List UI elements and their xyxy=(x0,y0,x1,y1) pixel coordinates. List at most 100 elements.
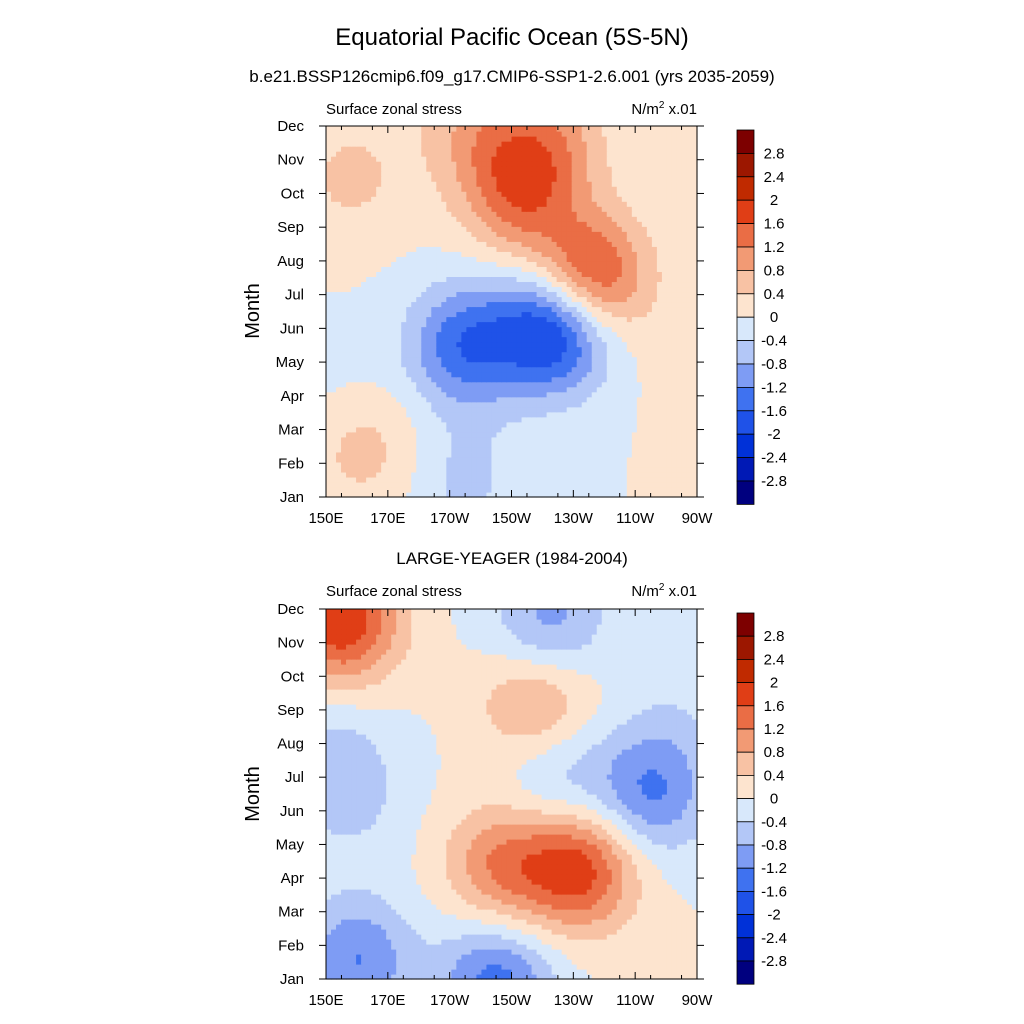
field-cell xyxy=(631,251,638,257)
field-cell xyxy=(421,226,427,232)
field-cell xyxy=(586,161,593,167)
field-cell xyxy=(566,446,573,453)
field-cell xyxy=(601,366,608,373)
field-cell xyxy=(361,321,367,328)
field-cell xyxy=(336,341,342,348)
field-cell xyxy=(486,426,493,433)
field-cell xyxy=(451,406,457,413)
field-cell xyxy=(611,251,618,257)
field-cell xyxy=(681,301,688,308)
field-cell xyxy=(561,221,568,227)
field-cell xyxy=(676,416,683,423)
field-cell xyxy=(411,266,417,272)
field-cell xyxy=(476,386,483,393)
field-cell xyxy=(421,411,427,418)
field-cell xyxy=(461,311,467,318)
field-cell xyxy=(371,166,377,172)
field-cell xyxy=(386,376,392,383)
field-cell xyxy=(626,196,633,202)
field-cell xyxy=(671,376,678,383)
field-cell xyxy=(571,231,578,237)
field-cell xyxy=(496,466,503,473)
field-cell xyxy=(496,171,503,177)
field-cell xyxy=(461,241,467,247)
field-cell xyxy=(436,186,442,192)
field-cell xyxy=(621,326,628,333)
field-cell xyxy=(576,381,583,388)
field-cell xyxy=(326,246,332,252)
field-cell xyxy=(416,451,422,458)
field-cell xyxy=(496,281,503,288)
field-cell xyxy=(381,221,387,227)
field-cell xyxy=(421,371,427,378)
field-cell xyxy=(451,446,457,453)
field-cell xyxy=(471,366,477,373)
field-cell xyxy=(516,441,523,448)
field-cell xyxy=(461,201,467,207)
field-cell xyxy=(431,331,437,338)
field-cell xyxy=(331,206,337,212)
field-cell xyxy=(501,331,508,338)
field-cell xyxy=(576,231,583,237)
field-cell xyxy=(531,276,538,283)
field-cell xyxy=(356,346,362,353)
field-cell xyxy=(401,311,407,318)
field-cell xyxy=(456,266,462,272)
field-cell xyxy=(651,286,658,293)
field-cell xyxy=(591,331,598,338)
field-cell xyxy=(611,161,618,167)
field-cell xyxy=(416,416,422,423)
field-cell xyxy=(501,336,508,343)
field-cell xyxy=(491,361,498,368)
field-cell xyxy=(486,481,493,488)
field-cell xyxy=(436,206,442,212)
field-cell xyxy=(361,391,367,398)
field-cell xyxy=(691,266,698,272)
field-cell xyxy=(541,311,548,318)
field-cell xyxy=(686,371,693,378)
field-cell xyxy=(431,236,437,242)
field-cell xyxy=(681,166,688,172)
field-cell xyxy=(631,271,638,277)
field-cell xyxy=(376,176,382,182)
field-cell xyxy=(646,311,653,318)
field-cell xyxy=(401,231,407,237)
field-cell xyxy=(536,216,543,222)
field-cell xyxy=(356,471,362,478)
field-cell xyxy=(571,201,578,207)
field-cell xyxy=(636,461,643,468)
field-cell xyxy=(411,391,417,398)
field-cell xyxy=(486,326,493,333)
field-cell xyxy=(666,381,673,388)
field-cell xyxy=(641,366,648,373)
field-cell xyxy=(491,356,498,363)
field-cell xyxy=(336,201,342,207)
field-cell xyxy=(636,241,643,247)
field-cell xyxy=(426,476,432,483)
field-cell xyxy=(566,461,573,468)
field-cell xyxy=(456,256,462,262)
field-cell xyxy=(486,366,493,373)
field-cell xyxy=(661,451,668,458)
field-cell xyxy=(556,316,563,323)
field-cell xyxy=(386,371,392,378)
field-cell xyxy=(676,401,683,408)
field-cell xyxy=(411,461,417,468)
field-cell xyxy=(686,341,693,348)
field-cell xyxy=(621,231,628,237)
field-cell xyxy=(571,181,578,187)
field-cell xyxy=(461,166,467,172)
field-cell xyxy=(671,371,678,378)
field-cell xyxy=(606,481,613,488)
field-cell xyxy=(376,486,382,493)
field-cell xyxy=(376,236,382,242)
field-cell xyxy=(526,366,533,373)
field-cell xyxy=(331,191,337,197)
field-cell xyxy=(441,486,447,493)
field-cell xyxy=(396,181,402,187)
field-cell xyxy=(661,381,668,388)
field-cell xyxy=(351,221,357,227)
field-cell xyxy=(391,156,397,162)
field-cell xyxy=(611,236,618,242)
field-cell xyxy=(631,226,638,232)
